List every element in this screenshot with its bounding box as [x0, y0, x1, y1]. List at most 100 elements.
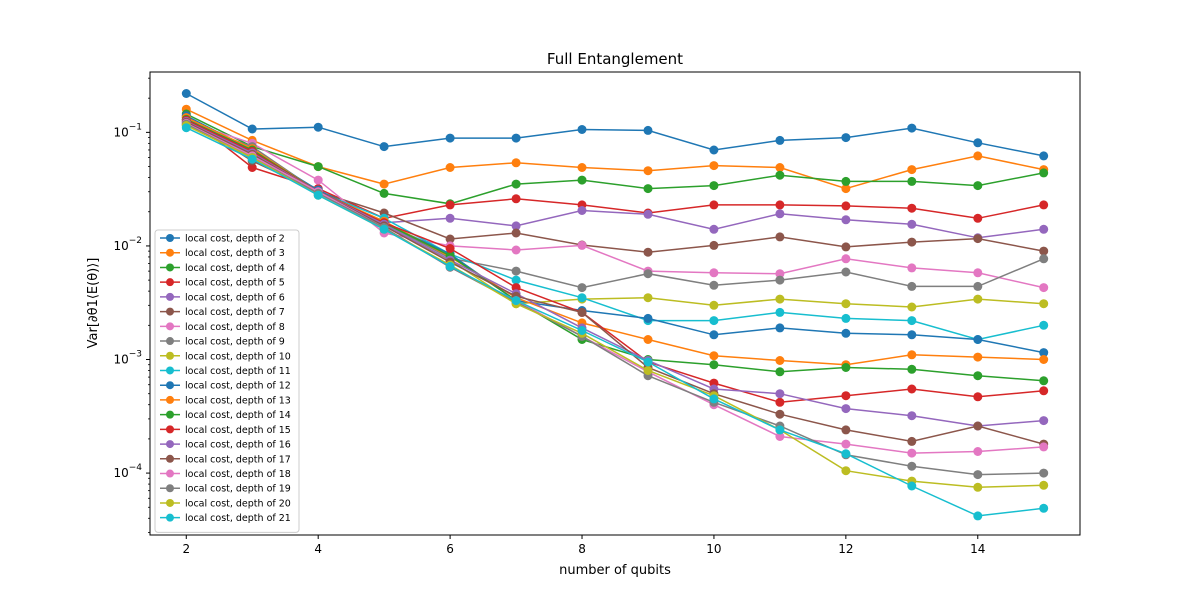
data-point — [775, 232, 785, 242]
legend-marker — [166, 498, 174, 507]
legend-label: local cost, depth of 20 — [185, 498, 291, 509]
data-point — [709, 181, 719, 191]
data-point — [973, 151, 983, 161]
data-point — [907, 176, 917, 186]
data-point — [247, 154, 257, 164]
data-point — [445, 244, 455, 253]
data-point — [775, 432, 785, 441]
legend-marker — [166, 337, 174, 346]
data-point — [709, 161, 719, 171]
data-point — [313, 175, 323, 185]
series-layer — [181, 89, 1049, 521]
data-point — [643, 247, 653, 257]
data-point — [379, 142, 389, 152]
series-2 — [181, 104, 1049, 194]
data-point — [907, 461, 917, 471]
data-point — [973, 421, 983, 431]
legend-entry: local cost, depth of 18 — [160, 469, 291, 480]
legend-label: local cost, depth of 19 — [185, 484, 291, 495]
data-point — [709, 316, 719, 326]
legend-marker — [166, 381, 174, 390]
legend-label: local cost, depth of 9 — [185, 337, 285, 348]
legend-label: local cost, depth of 6 — [185, 292, 285, 303]
series-line — [185, 113, 1044, 205]
data-point — [907, 219, 917, 229]
series-line — [185, 127, 1044, 517]
data-point — [511, 179, 521, 189]
data-point — [577, 307, 587, 317]
x-tick-label: 4 — [314, 542, 322, 556]
legend-marker — [166, 395, 174, 404]
x-tick-label: 6 — [446, 542, 454, 556]
y-tick-label: 10−1 — [113, 122, 142, 139]
x-tick-label: 14 — [970, 542, 985, 556]
legend-entry: local cost, depth of 7 — [160, 307, 285, 318]
data-point — [841, 466, 851, 476]
data-point — [907, 316, 917, 326]
legend-label: local cost, depth of 15 — [185, 425, 291, 436]
data-point — [445, 234, 455, 244]
data-point — [973, 181, 983, 191]
data-point — [841, 176, 851, 186]
legend-label: local cost, depth of 7 — [185, 307, 285, 318]
legend-marker — [166, 366, 174, 375]
data-point — [709, 145, 719, 155]
data-point — [643, 357, 653, 367]
data-point — [973, 294, 983, 304]
data-point — [775, 307, 785, 317]
data-point — [313, 162, 323, 172]
series-line — [185, 108, 1044, 190]
legend-marker — [166, 307, 174, 316]
series-line — [185, 115, 1044, 354]
data-point — [841, 215, 851, 225]
legend-entry: local cost, depth of 17 — [160, 454, 291, 465]
data-point — [1039, 376, 1049, 386]
data-point — [1039, 320, 1049, 330]
data-point — [973, 470, 983, 480]
data-point — [907, 350, 917, 360]
data-point — [643, 335, 653, 344]
data-point — [577, 163, 587, 172]
data-point — [379, 179, 389, 189]
legend-marker — [166, 469, 174, 478]
data-point — [247, 163, 257, 172]
data-point — [643, 269, 653, 279]
data-point — [1039, 299, 1049, 309]
data-point — [841, 391, 851, 401]
data-point — [1039, 386, 1049, 396]
data-point — [181, 89, 191, 98]
data-point — [907, 436, 917, 446]
data-point — [907, 411, 917, 421]
data-point — [709, 351, 719, 361]
data-point — [841, 363, 851, 372]
data-point — [577, 293, 587, 303]
legend-entry: local cost, depth of 15 — [160, 425, 291, 436]
data-point — [775, 356, 785, 365]
data-point — [1039, 200, 1049, 210]
data-point — [511, 158, 521, 168]
data-point — [841, 404, 851, 414]
data-point — [379, 188, 389, 198]
data-point — [643, 366, 653, 375]
legend-entry: local cost, depth of 4 — [160, 263, 285, 274]
data-point — [709, 360, 719, 370]
series-line — [185, 115, 1044, 220]
data-point — [577, 206, 587, 215]
legend-box — [154, 229, 300, 533]
data-point — [841, 425, 851, 435]
data-point — [577, 326, 587, 335]
legend: local cost, depth of 2 local cost, depth … — [154, 229, 300, 533]
data-point — [643, 166, 653, 176]
y-tick-label: 10−3 — [113, 350, 142, 367]
data-point — [577, 283, 587, 293]
data-point — [445, 200, 455, 210]
legend-label: local cost, depth of 3 — [185, 248, 285, 259]
data-point — [709, 224, 719, 234]
data-point — [907, 481, 917, 491]
data-point — [973, 138, 983, 148]
legend-marker — [166, 454, 174, 463]
data-point — [973, 352, 983, 362]
data-point — [841, 184, 851, 194]
legend-entry: local cost, depth of 6 — [160, 292, 285, 303]
legend-marker — [166, 322, 174, 331]
